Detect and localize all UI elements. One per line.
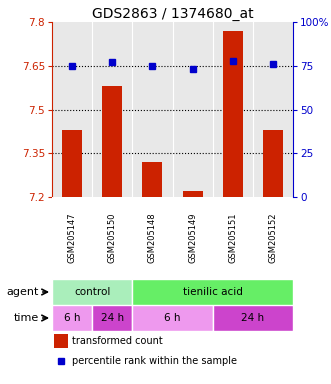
Bar (182, 191, 203, 197)
Text: GSM205151: GSM205151 (228, 213, 237, 263)
Text: 24 h: 24 h (241, 313, 264, 323)
Text: transformed count: transformed count (72, 336, 163, 346)
Text: percentile rank within the sample: percentile rank within the sample (72, 356, 237, 366)
Text: tienilic acid: tienilic acid (183, 287, 243, 297)
Bar (132, 305, 213, 331)
Bar (263, 130, 283, 197)
Bar (102, 86, 122, 197)
Bar (52, 279, 132, 305)
Text: GSM205147: GSM205147 (68, 213, 76, 263)
Text: GSM205152: GSM205152 (268, 213, 277, 263)
Text: 6 h: 6 h (64, 313, 80, 323)
Title: GDS2863 / 1374680_at: GDS2863 / 1374680_at (92, 7, 253, 21)
Text: agent: agent (6, 287, 39, 297)
Bar (132, 279, 293, 305)
Text: control: control (74, 287, 110, 297)
Bar (142, 162, 163, 197)
Text: 6 h: 6 h (164, 313, 181, 323)
Text: GSM205149: GSM205149 (188, 213, 197, 263)
Bar (92, 305, 132, 331)
Bar (54, 334, 68, 348)
Text: 24 h: 24 h (101, 313, 124, 323)
Bar (62, 130, 82, 197)
Text: time: time (14, 313, 39, 323)
Bar (213, 305, 293, 331)
Text: GSM205150: GSM205150 (108, 213, 117, 263)
Text: GSM205148: GSM205148 (148, 213, 157, 263)
Bar (223, 31, 243, 197)
Bar (52, 305, 92, 331)
